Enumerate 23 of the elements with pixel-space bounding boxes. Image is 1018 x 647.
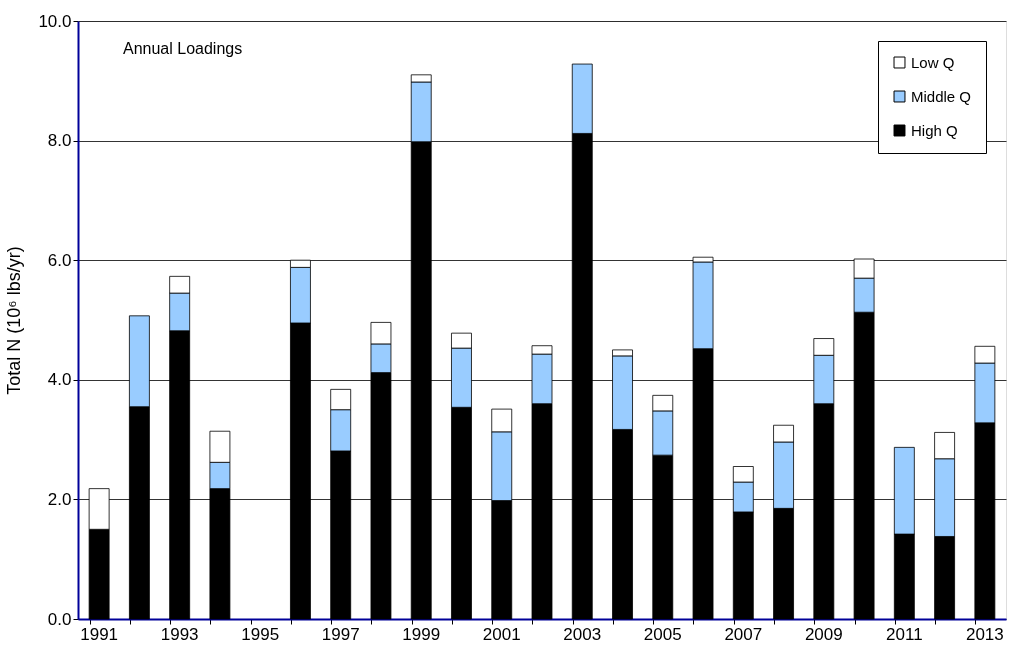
x-tick-label: 2013 <box>965 624 1004 644</box>
x-tick-label: 2011 <box>886 624 923 644</box>
x-tick-label: 1999 <box>402 624 441 644</box>
annotation: Annual Loadings <box>123 40 243 57</box>
x-tick-label: 2007 <box>724 624 763 644</box>
legend-label: High Q <box>911 121 958 139</box>
x-tick-label: 1993 <box>160 624 199 644</box>
y-tick-label: 4.0 <box>47 370 72 390</box>
x-tick-label: 2005 <box>643 624 682 644</box>
x-tick-label: 1995 <box>241 624 280 644</box>
y-tick-label: 2.0 <box>47 489 72 509</box>
y-tick-label: 8.0 <box>47 131 72 151</box>
y-tick-label: 10.0 <box>38 11 72 31</box>
x-tick-label: 2003 <box>563 624 602 644</box>
x-tick-label: 1997 <box>321 624 360 644</box>
legend-label: Low Q <box>911 53 955 71</box>
x-tick-label: 2001 <box>482 624 521 644</box>
x-tick-label: 2009 <box>804 624 843 644</box>
y-tick-label: 0.0 <box>47 609 72 629</box>
legend-label: Middle Q <box>911 87 972 105</box>
x-tick-label: 1991 <box>80 624 119 644</box>
y-axis-title: Total N (10⁶ lbs/yr) <box>4 246 25 395</box>
y-tick-label: 6.0 <box>47 250 72 270</box>
